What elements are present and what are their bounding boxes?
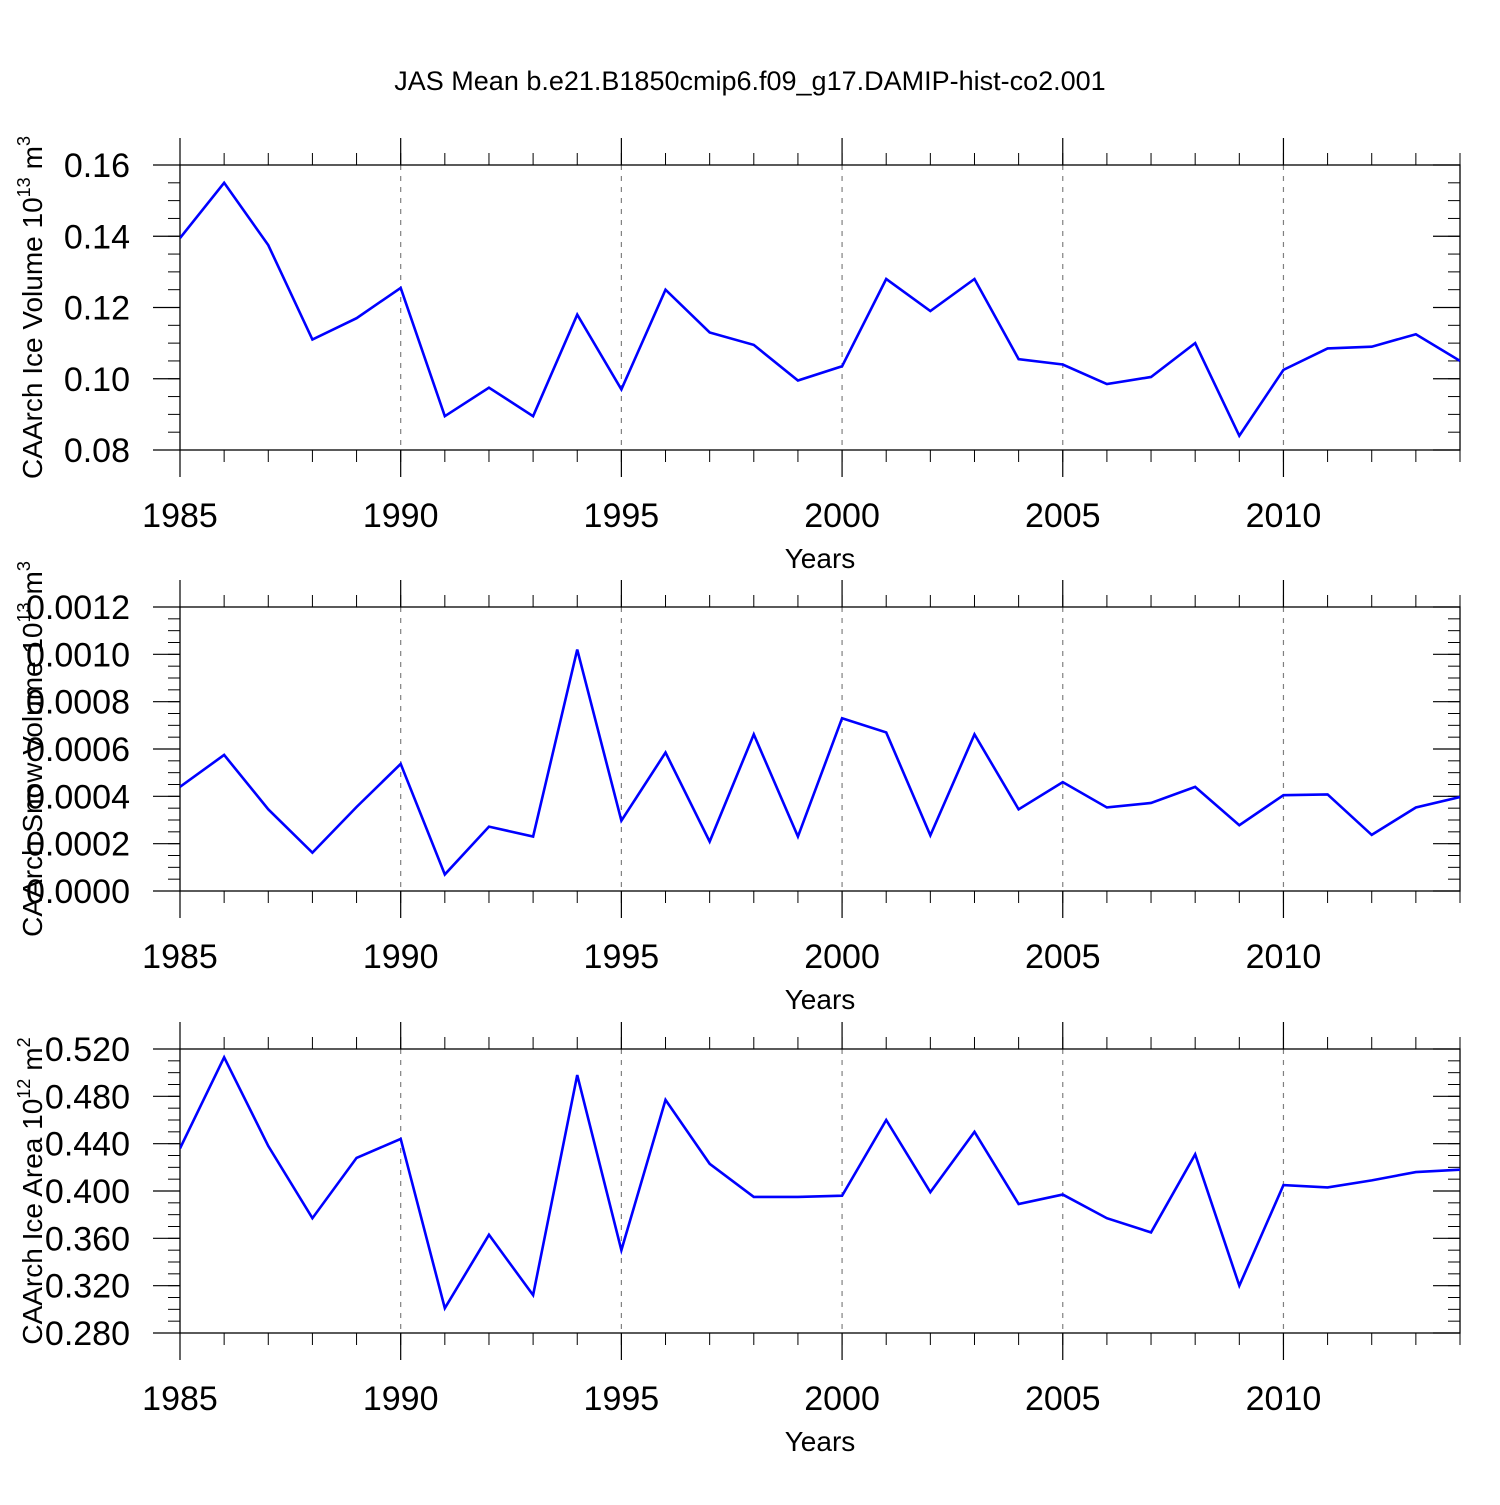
x-tick-label: 1995 [584,497,660,535]
x-tick-label: 2000 [804,497,880,535]
panels-layer: 1985 1990 1995 2000 2005 2010 0.08 0.10 0.12 0.14… [14,136,1461,1457]
y-tick-label: 0.440 [45,1126,130,1164]
data-series-line [180,649,1460,877]
x-tick-label: 1985 [142,1380,218,1418]
y-tick-label: 0.14 [64,218,130,256]
y-tick-label: 0.400 [45,1173,130,1211]
y-axis-label-unit: m [17,1047,48,1070]
x-axis-label: Years [785,1426,856,1457]
y-axis-label-main: CAArch Ice Volume 10 [17,197,48,479]
y-axis-label-unit-exponent: 2 [14,1037,34,1047]
x-tick-label: 1990 [363,938,439,976]
y-tick-label: 0.0010 [26,636,130,674]
y-axis-label-unit-exponent: 3 [14,561,34,571]
y-tick-label: 0.0000 [26,873,130,911]
plot-frame [179,606,1461,892]
panel-3: 1985 1990 1995 2000 2005 2010 0.280 0.320 0.360 0… [14,1022,1461,1457]
x-tick-label: 2005 [1025,1380,1101,1418]
plot-frame [179,1048,1461,1334]
y-axis-label-unit: m [17,571,48,594]
plot-frame [179,164,1461,451]
panel-2: 1985 1990 1995 2000 2005 2010 0.0000 0.0002 0.00… [14,561,1461,1015]
x-tick-label: 1985 [142,938,218,976]
x-tick-label: 1990 [363,1380,439,1418]
x-tick-label: 1985 [142,497,218,535]
y-axis-label: CAArch Ice Volume 1013 m3 [14,136,48,479]
y-tick-label: 0.0004 [26,778,130,816]
x-tick-label: 2010 [1246,497,1322,535]
x-axis-label: Years [785,984,856,1015]
y-tick-label: 0.480 [45,1078,130,1116]
x-tick-label: 1995 [584,938,660,976]
y-tick-label: 0.360 [45,1220,130,1258]
data-series-line [180,1054,1460,1312]
y-axis-label: CAArch Ice Area 1012 m2 [14,1037,48,1344]
y-tick-label: 0.0008 [26,684,130,722]
x-tick-label: 1995 [584,1380,660,1418]
y-tick-label: 0.10 [64,361,130,399]
x-tick-label: 2010 [1246,938,1322,976]
y-axis-label-exponent: 13 [14,177,34,197]
y-axis-label-unit-exponent: 3 [14,136,34,146]
x-tick-label: 1990 [363,497,439,535]
x-tick-label: 2005 [1025,938,1101,976]
y-axis-label-main: CAArch Snow Volume 10 [17,622,48,936]
y-tick-label: 0.0006 [26,731,130,769]
y-tick-label: 0.12 [64,290,130,328]
y-tick-label: 0.520 [45,1031,130,1069]
panel-1: 1985 1990 1995 2000 2005 2010 0.08 0.10 0.12 0.14… [14,136,1461,574]
x-tick-label: 2000 [804,938,880,976]
y-axis-label: CAArch Snow Volume 1013 m3 [14,561,48,937]
data-series-line [180,180,1460,439]
x-axis-label: Years [785,543,856,574]
chart-title: JAS Mean b.e21.B1850cmip6.f09_g17.DAMIP-… [394,66,1105,96]
y-tick-label: 0.0012 [26,589,130,627]
y-axis-label-main: CAArch Ice Area 10 [17,1099,48,1345]
y-tick-label: 0.320 [45,1268,130,1306]
x-tick-label: 2000 [804,1380,880,1418]
y-axis-label-exponent: 13 [14,602,34,622]
y-tick-label: 0.280 [45,1315,130,1353]
y-axis-label-exponent: 12 [14,1079,34,1099]
y-tick-label: 0.0002 [26,826,130,864]
x-tick-label: 2005 [1025,497,1101,535]
y-axis-label-unit: m [17,146,48,169]
y-tick-label: 0.08 [64,432,130,470]
y-tick-label: 0.16 [64,147,130,185]
x-tick-label: 2010 [1246,1380,1322,1418]
